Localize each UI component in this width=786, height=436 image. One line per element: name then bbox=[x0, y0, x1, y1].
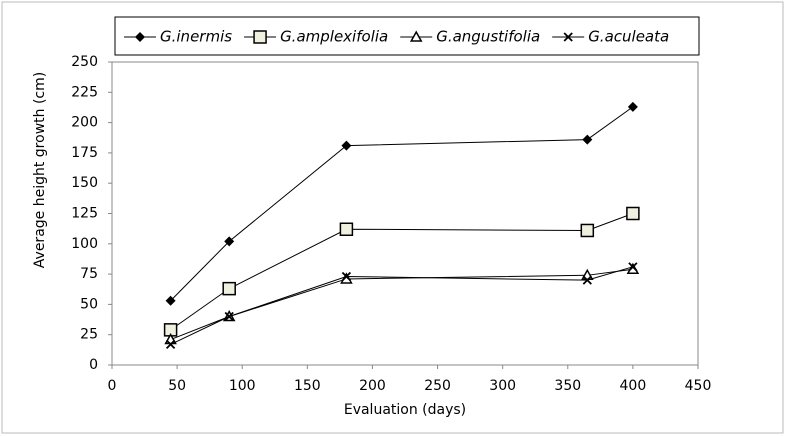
x-axis-title: Evaluation (days) bbox=[344, 402, 466, 418]
marker bbox=[253, 30, 267, 44]
x-tick-label: 400 bbox=[620, 378, 647, 394]
marker bbox=[627, 101, 638, 112]
marker bbox=[224, 311, 234, 322]
marker bbox=[341, 271, 352, 282]
legend-label: G.aculeata bbox=[588, 28, 669, 46]
marker bbox=[222, 281, 236, 296]
x-tick-label: 250 bbox=[424, 378, 451, 394]
x-tick-label: 450 bbox=[685, 378, 712, 394]
y-tick-label: 75 bbox=[80, 266, 98, 282]
legend: G.inermis G.amplexifolia G.angustifolia G.a… bbox=[124, 28, 669, 46]
y-tick-label: 100 bbox=[71, 236, 98, 252]
marker bbox=[563, 32, 573, 42]
legend-label: G.angustifolia bbox=[436, 28, 540, 46]
marker bbox=[580, 223, 595, 238]
legend-label: G.inermis bbox=[160, 28, 232, 46]
x-tick-label: 150 bbox=[294, 378, 321, 394]
marker bbox=[339, 222, 354, 237]
marker bbox=[628, 262, 638, 272]
y-tick-label: 200 bbox=[71, 115, 98, 131]
y-tick-label: 125 bbox=[71, 206, 98, 222]
marker bbox=[165, 295, 176, 306]
y-tick-label: 175 bbox=[71, 145, 98, 161]
marker bbox=[626, 206, 640, 221]
marker bbox=[341, 140, 352, 151]
marker bbox=[135, 32, 145, 42]
y-tick-label: 250 bbox=[71, 54, 98, 70]
y-tick-label: 25 bbox=[80, 327, 98, 343]
x-tick-label: 200 bbox=[359, 378, 386, 394]
x-tick-label: 50 bbox=[168, 378, 186, 394]
marker bbox=[224, 236, 235, 247]
y-tick-label: 225 bbox=[71, 84, 98, 100]
marker bbox=[165, 339, 176, 350]
x-tick-label: 0 bbox=[108, 378, 117, 394]
y-tick-label: 50 bbox=[80, 296, 98, 312]
y-axis-title: Average height growth (cm) bbox=[32, 72, 48, 268]
x-tick-label: 100 bbox=[229, 378, 256, 394]
legend-label: G.amplexifolia bbox=[280, 28, 388, 46]
marker bbox=[409, 30, 423, 42]
y-tick-label: 0 bbox=[89, 357, 98, 373]
legend-box bbox=[114, 16, 700, 56]
marker bbox=[582, 134, 593, 145]
x-tick-label: 300 bbox=[489, 378, 516, 394]
x-tick-label: 350 bbox=[554, 378, 581, 394]
y-tick-label: 150 bbox=[71, 175, 98, 191]
marker bbox=[582, 275, 592, 285]
